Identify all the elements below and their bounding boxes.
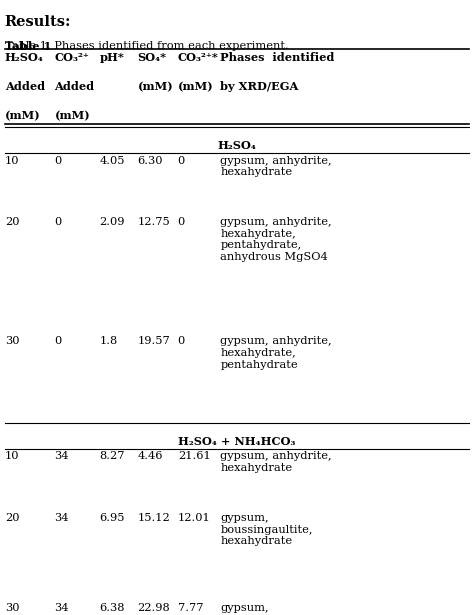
Text: H₂SO₄: H₂SO₄ xyxy=(218,140,256,151)
Text: Added: Added xyxy=(55,81,95,92)
Text: Table 1. Phases identified from each experiment.: Table 1. Phases identified from each exp… xyxy=(5,41,289,51)
Text: 20: 20 xyxy=(5,513,19,523)
Text: Phases  identified: Phases identified xyxy=(220,52,335,63)
Text: H₂SO₄: H₂SO₄ xyxy=(5,52,44,63)
Text: 22.98: 22.98 xyxy=(137,603,170,613)
Text: (mM): (mM) xyxy=(137,81,173,92)
Text: 15.12: 15.12 xyxy=(137,513,170,523)
Text: 34: 34 xyxy=(55,451,69,461)
Text: 21.61: 21.61 xyxy=(178,451,210,461)
Text: by XRD/EGA: by XRD/EGA xyxy=(220,81,299,92)
Text: gypsum, anhydrite,
hexahydrate,
pentahydrate: gypsum, anhydrite, hexahydrate, pentahyd… xyxy=(220,336,332,370)
Text: 6.30: 6.30 xyxy=(137,156,163,165)
Text: 0: 0 xyxy=(55,156,62,165)
Text: 6.38: 6.38 xyxy=(100,603,125,613)
Text: 12.75: 12.75 xyxy=(137,217,170,227)
Text: 30: 30 xyxy=(5,603,19,613)
Text: 6.95: 6.95 xyxy=(100,513,125,523)
Text: 0: 0 xyxy=(178,336,185,346)
Text: gypsum,
boussingaultite,
hexahydrate: gypsum, boussingaultite, hexahydrate xyxy=(220,603,313,615)
Text: 20: 20 xyxy=(5,217,19,227)
Text: 34: 34 xyxy=(55,603,69,613)
Text: 0: 0 xyxy=(178,156,185,165)
Text: gypsum, anhydrite,
hexahydrate: gypsum, anhydrite, hexahydrate xyxy=(220,451,332,473)
Text: 4.46: 4.46 xyxy=(137,451,163,461)
Text: Table 1: Table 1 xyxy=(5,41,51,52)
Text: gypsum,
boussingaultite,
hexahydrate: gypsum, boussingaultite, hexahydrate xyxy=(220,513,313,546)
Text: 10: 10 xyxy=(5,451,19,461)
Text: H₂SO₄ + NH₄HCO₃: H₂SO₄ + NH₄HCO₃ xyxy=(178,436,296,447)
Text: 7.77: 7.77 xyxy=(178,603,203,613)
Text: gypsum, anhydrite,
hexahydrate,
pentahydrate,
anhydrous MgSO4: gypsum, anhydrite, hexahydrate, pentahyd… xyxy=(220,217,332,262)
Text: pH*: pH* xyxy=(100,52,124,63)
Text: CO₃²⁺: CO₃²⁺ xyxy=(55,52,90,63)
Text: 2.09: 2.09 xyxy=(100,217,125,227)
Text: 0: 0 xyxy=(55,217,62,227)
Text: SO₄*: SO₄* xyxy=(137,52,166,63)
Text: 0: 0 xyxy=(55,336,62,346)
Text: gypsum, anhydrite,
hexahydrate: gypsum, anhydrite, hexahydrate xyxy=(220,156,332,177)
Text: 12.01: 12.01 xyxy=(178,513,210,523)
Text: 8.27: 8.27 xyxy=(100,451,125,461)
Text: 4.05: 4.05 xyxy=(100,156,125,165)
Text: (mM): (mM) xyxy=(5,110,40,121)
Text: (mM): (mM) xyxy=(178,81,213,92)
Text: 30: 30 xyxy=(5,336,19,346)
Text: Results:: Results: xyxy=(5,15,71,30)
Text: CO₃²⁺*: CO₃²⁺* xyxy=(178,52,219,63)
Text: Added: Added xyxy=(5,81,45,92)
Text: 19.57: 19.57 xyxy=(137,336,170,346)
Text: 10: 10 xyxy=(5,156,19,165)
Text: 1.8: 1.8 xyxy=(100,336,118,346)
Text: (mM): (mM) xyxy=(55,110,90,121)
Text: 34: 34 xyxy=(55,513,69,523)
Text: 0: 0 xyxy=(178,217,185,227)
